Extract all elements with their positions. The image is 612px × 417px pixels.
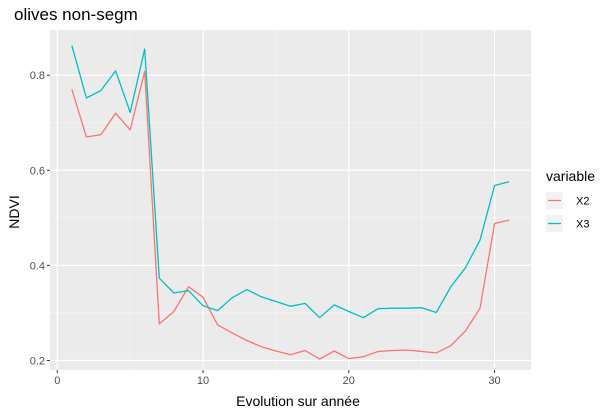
y-tick-label: 0.6 (30, 165, 45, 177)
legend: variable X2 X3 (546, 168, 595, 232)
x-tick-label: 0 (54, 375, 60, 387)
series-line-x3 (71, 45, 510, 319)
x-axis-title: Evolution sur année (236, 393, 360, 409)
y-axis-title: NDVI (6, 195, 22, 228)
x-axis: 0 10 20 30 (54, 370, 501, 387)
legend-title: variable (546, 168, 595, 184)
y-tick-label: 0.2 (30, 355, 45, 367)
x-tick-label: 10 (197, 375, 209, 387)
y-tick-label: 0.4 (30, 260, 45, 272)
series-line-x2 (71, 70, 510, 360)
chart-title: olives non-segm (14, 5, 138, 24)
x-tick-label: 20 (343, 375, 355, 387)
plot-panel (50, 30, 531, 370)
y-axis: 0.2 0.4 0.6 0.8 (30, 70, 50, 367)
minor-gridlines (50, 30, 531, 370)
x-tick-label: 30 (488, 375, 500, 387)
major-gridlines (50, 30, 531, 370)
legend-label-x3: X3 (576, 219, 589, 231)
y-tick-label: 0.8 (30, 70, 45, 82)
legend-label-x2: X2 (576, 196, 589, 208)
series-lines (71, 45, 510, 360)
